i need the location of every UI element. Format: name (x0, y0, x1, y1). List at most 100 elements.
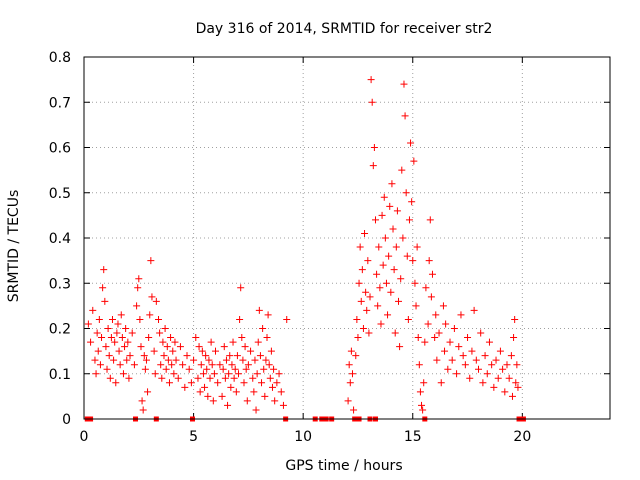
data-point (457, 311, 465, 319)
data-point (202, 352, 210, 360)
data-point (396, 343, 404, 351)
data-point (450, 325, 458, 332)
data-point (407, 139, 415, 147)
y-tick-label: 0.3 (49, 276, 71, 292)
data-point (113, 329, 121, 337)
x-tick-label: 10 (294, 429, 312, 445)
data-point (92, 370, 100, 378)
data-point (433, 356, 441, 364)
data-point (249, 374, 257, 382)
data-point (455, 343, 463, 351)
data-point (190, 356, 198, 364)
data-point (373, 270, 381, 278)
x-tick-label: 5 (189, 429, 198, 445)
data-point (218, 392, 226, 400)
data-point (169, 347, 177, 355)
data-point (466, 374, 474, 382)
data-point (381, 234, 389, 242)
data-point (346, 379, 354, 387)
data-point (267, 347, 275, 355)
x-tick-labels: 0 5 10 15 20 (80, 429, 532, 445)
data-point (441, 347, 449, 355)
data-point (369, 162, 377, 170)
data-point (350, 406, 358, 414)
data-point (167, 334, 175, 342)
data-point (136, 315, 144, 323)
data-point (161, 325, 169, 332)
data-point (410, 157, 418, 165)
data-point (233, 352, 241, 360)
data-point (384, 311, 392, 319)
data-point (277, 388, 285, 396)
data-point (483, 370, 491, 378)
data-point (444, 365, 452, 373)
data-point (273, 379, 281, 387)
data-point (198, 347, 206, 355)
data-point (268, 383, 276, 391)
data-point (116, 361, 124, 369)
x-tick-label: 0 (80, 429, 89, 445)
data-point (210, 370, 218, 378)
data-point (393, 207, 401, 215)
data-point (366, 293, 374, 301)
data-point (256, 352, 264, 360)
data-point (207, 338, 215, 346)
data-point (494, 374, 502, 382)
data-point (397, 275, 405, 283)
data-point (96, 361, 104, 369)
data-point (209, 397, 217, 405)
data-point (375, 243, 383, 251)
data-point (124, 338, 132, 346)
data-point (477, 329, 485, 337)
data-point (259, 325, 267, 332)
data-point (148, 293, 156, 301)
chart-title: Day 316 of 2014, SRMTID for receiver str… (196, 21, 493, 37)
data-point (403, 252, 411, 260)
data-point (102, 343, 110, 351)
data-point (402, 189, 410, 197)
data-point (501, 388, 509, 396)
data-point (107, 334, 115, 342)
data-point (117, 311, 125, 319)
data-point (378, 211, 386, 219)
data-point (388, 180, 396, 188)
data-point (104, 325, 112, 332)
data-point (247, 347, 255, 355)
data-point (481, 352, 489, 360)
data-point (461, 361, 469, 369)
data-point (264, 311, 272, 319)
data-point (503, 361, 511, 369)
data-point (155, 315, 163, 323)
data-point (229, 338, 237, 346)
x-tick-label: 20 (513, 429, 531, 445)
data-point (365, 329, 373, 337)
data-point (271, 397, 279, 405)
data-point (176, 343, 184, 351)
data-point (235, 370, 243, 378)
data-points (84, 76, 526, 422)
data-point (426, 216, 434, 224)
data-point (283, 315, 291, 323)
data-point (151, 370, 159, 378)
data-point (165, 379, 173, 387)
data-point (201, 383, 209, 391)
data-point (138, 397, 146, 405)
data-point (89, 306, 97, 314)
y-tick-label: 0.2 (49, 322, 71, 338)
data-point (435, 329, 443, 337)
data-point (226, 352, 234, 360)
data-point (216, 361, 224, 369)
data-point (275, 370, 283, 378)
data-point (355, 279, 363, 287)
data-point (266, 374, 274, 382)
y-tick-label: 0.5 (49, 186, 71, 202)
data-point (387, 288, 395, 296)
data-point (115, 347, 123, 355)
data-point (492, 356, 500, 364)
data-point (203, 365, 211, 373)
data-point (363, 306, 371, 314)
data-point (172, 356, 180, 364)
data-point (258, 379, 266, 387)
data-point (510, 334, 518, 342)
